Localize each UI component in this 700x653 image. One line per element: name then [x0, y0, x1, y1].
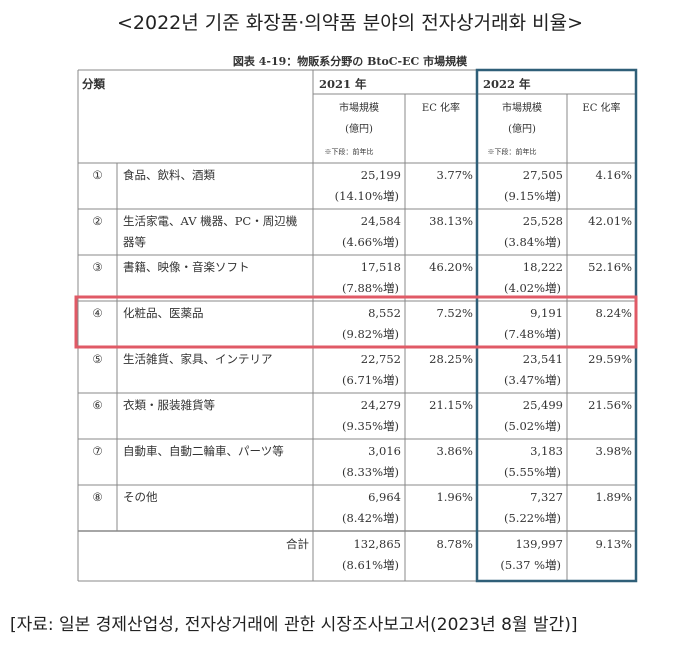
growth-2021: (6.71%増): [342, 373, 399, 387]
row-number: ⑥: [92, 398, 102, 412]
market-2021: 24,279: [361, 398, 401, 412]
market-2021: 8,552: [368, 306, 401, 320]
header-year-2021: 2021 年: [319, 77, 367, 91]
market-2021: 3,016: [368, 444, 401, 458]
header-note-2021: ※下段：前年比: [325, 147, 374, 156]
market-2021: 22,752: [361, 352, 401, 366]
row-category-cont: 器等: [123, 235, 146, 249]
header-category: 分類: [82, 77, 105, 91]
ec-rate-2021: 21.15%: [429, 398, 473, 412]
market-2021: 6,964: [368, 490, 401, 504]
growth-2022: (5.55%増): [504, 465, 561, 479]
growth-2022: (7.48%増): [504, 327, 561, 341]
header-ec-rate-2021: EC 化率: [422, 101, 460, 114]
table-caption: 図表 4-19：物販系分野の BtoC-EC 市場規模: [232, 55, 468, 68]
total-market-2022: 139,997: [515, 537, 563, 551]
market-2021: 24,584: [361, 214, 401, 228]
row-category: 自動車、自動二輪車、パーツ等: [123, 444, 284, 458]
growth-2022: (5.22%増): [504, 511, 561, 525]
ec-rate-2022: 21.56%: [588, 398, 632, 412]
row-number: ⑧: [92, 490, 102, 504]
row-category: 生活雑貨、家具、インテリア: [123, 352, 273, 366]
ec-rate-2021: 38.13%: [429, 214, 473, 228]
ec-rate-2021: 28.25%: [429, 352, 473, 366]
ec-rate-2022: 4.16%: [595, 168, 632, 182]
ec-rate-2022: 52.16%: [588, 260, 632, 274]
header-note-2022: ※下段：前年比: [488, 147, 537, 156]
header-ec-rate-2022: EC 化率: [582, 101, 620, 114]
row-category: その他: [123, 490, 158, 504]
header-year-2022: 2022 年: [483, 77, 531, 91]
market-2022: 25,528: [523, 214, 563, 228]
market-2021: 25,199: [361, 168, 401, 182]
growth-2022: (3.84%増): [504, 235, 561, 249]
row-number: ⑤: [92, 352, 102, 366]
growth-2021: (9.35%増): [342, 419, 399, 433]
ec-rate-2022: 1.89%: [595, 490, 632, 504]
growth-2021: (8.33%増): [342, 465, 399, 479]
ec-rate-2021: 3.77%: [436, 168, 473, 182]
row-number: ①: [92, 168, 102, 182]
ec-rate-2022: 29.59%: [588, 352, 632, 366]
growth-2021: (9.82%増): [342, 327, 399, 341]
source-footer: [자료: 일본 경제산업성, 전자상거래에 관한 시장조사보고서(2023년 8…: [10, 615, 578, 635]
growth-2022: (9.15%増): [504, 189, 561, 203]
growth-2022: (4.02%増): [504, 281, 561, 295]
market-2022: 7,327: [530, 490, 563, 504]
ec-rate-2021: 3.86%: [436, 444, 473, 458]
market-2022: 3,183: [530, 444, 563, 458]
market-2022: 18,222: [523, 260, 563, 274]
row-category: 書籍、映像・音楽ソフト: [123, 260, 250, 274]
table-highlights: [74, 68, 638, 583]
ec-rate-2021: 1.96%: [436, 490, 473, 504]
total-ec-2021: 8.78%: [436, 537, 473, 551]
ec-rate-2021: 7.52%: [436, 306, 473, 320]
ec-rate-2022: 42.01%: [588, 214, 632, 228]
growth-2021: (7.88%増): [342, 281, 399, 295]
row-category: 衣類・服装雑貨等: [123, 398, 215, 412]
market-2021: 17,518: [361, 260, 401, 274]
header-market-size-2022: 市場規模: [502, 101, 542, 114]
row-number: ④: [92, 306, 102, 320]
row-category: 食品、飲料、酒類: [123, 168, 215, 182]
header-market-size-2021: 市場規模: [339, 101, 379, 114]
market-2022: 9,191: [530, 306, 563, 320]
total-market-2021: 132,865: [353, 537, 401, 551]
row-number: ②: [92, 214, 102, 228]
row-category: 生活家電、AV 機器、PC・周辺機: [123, 214, 298, 228]
growth-2021: (8.42%増): [342, 511, 399, 525]
row-number: ⑦: [92, 444, 102, 458]
growth-2022: (3.47%増): [504, 373, 561, 387]
ec-rate-2022: 8.24%: [595, 306, 632, 320]
market-2022: 27,505: [523, 168, 563, 182]
total-label: 合計: [286, 537, 309, 551]
total-ec-2022: 9.13%: [595, 537, 632, 551]
growth-2022: (5.02%増): [504, 419, 561, 433]
market-2022: 23,541: [523, 352, 563, 366]
year-2022-outline: [475, 68, 638, 583]
page-heading: <2022년 기준 화장품·의약품 분야의 전자상거래화 비율>: [116, 12, 584, 34]
header-unit-2021: (億円): [345, 122, 373, 135]
growth-2021: (14.10%増): [335, 189, 399, 203]
highlight-box-cosmetics: [74, 295, 638, 349]
total-growth-2022: (5.37 %増): [500, 558, 561, 572]
ec-rate-2022: 3.98%: [595, 444, 632, 458]
table-grid: [77, 69, 637, 582]
total-growth-2021: (8.61%増): [342, 558, 399, 572]
market-2022: 25,499: [523, 398, 563, 412]
row-category: 化粧品、医薬品: [123, 306, 204, 320]
header-unit-2022: (億円): [508, 122, 536, 135]
ec-rate-2021: 46.20%: [429, 260, 473, 274]
growth-2021: (4.66%増): [342, 235, 399, 249]
row-number: ③: [92, 260, 102, 274]
